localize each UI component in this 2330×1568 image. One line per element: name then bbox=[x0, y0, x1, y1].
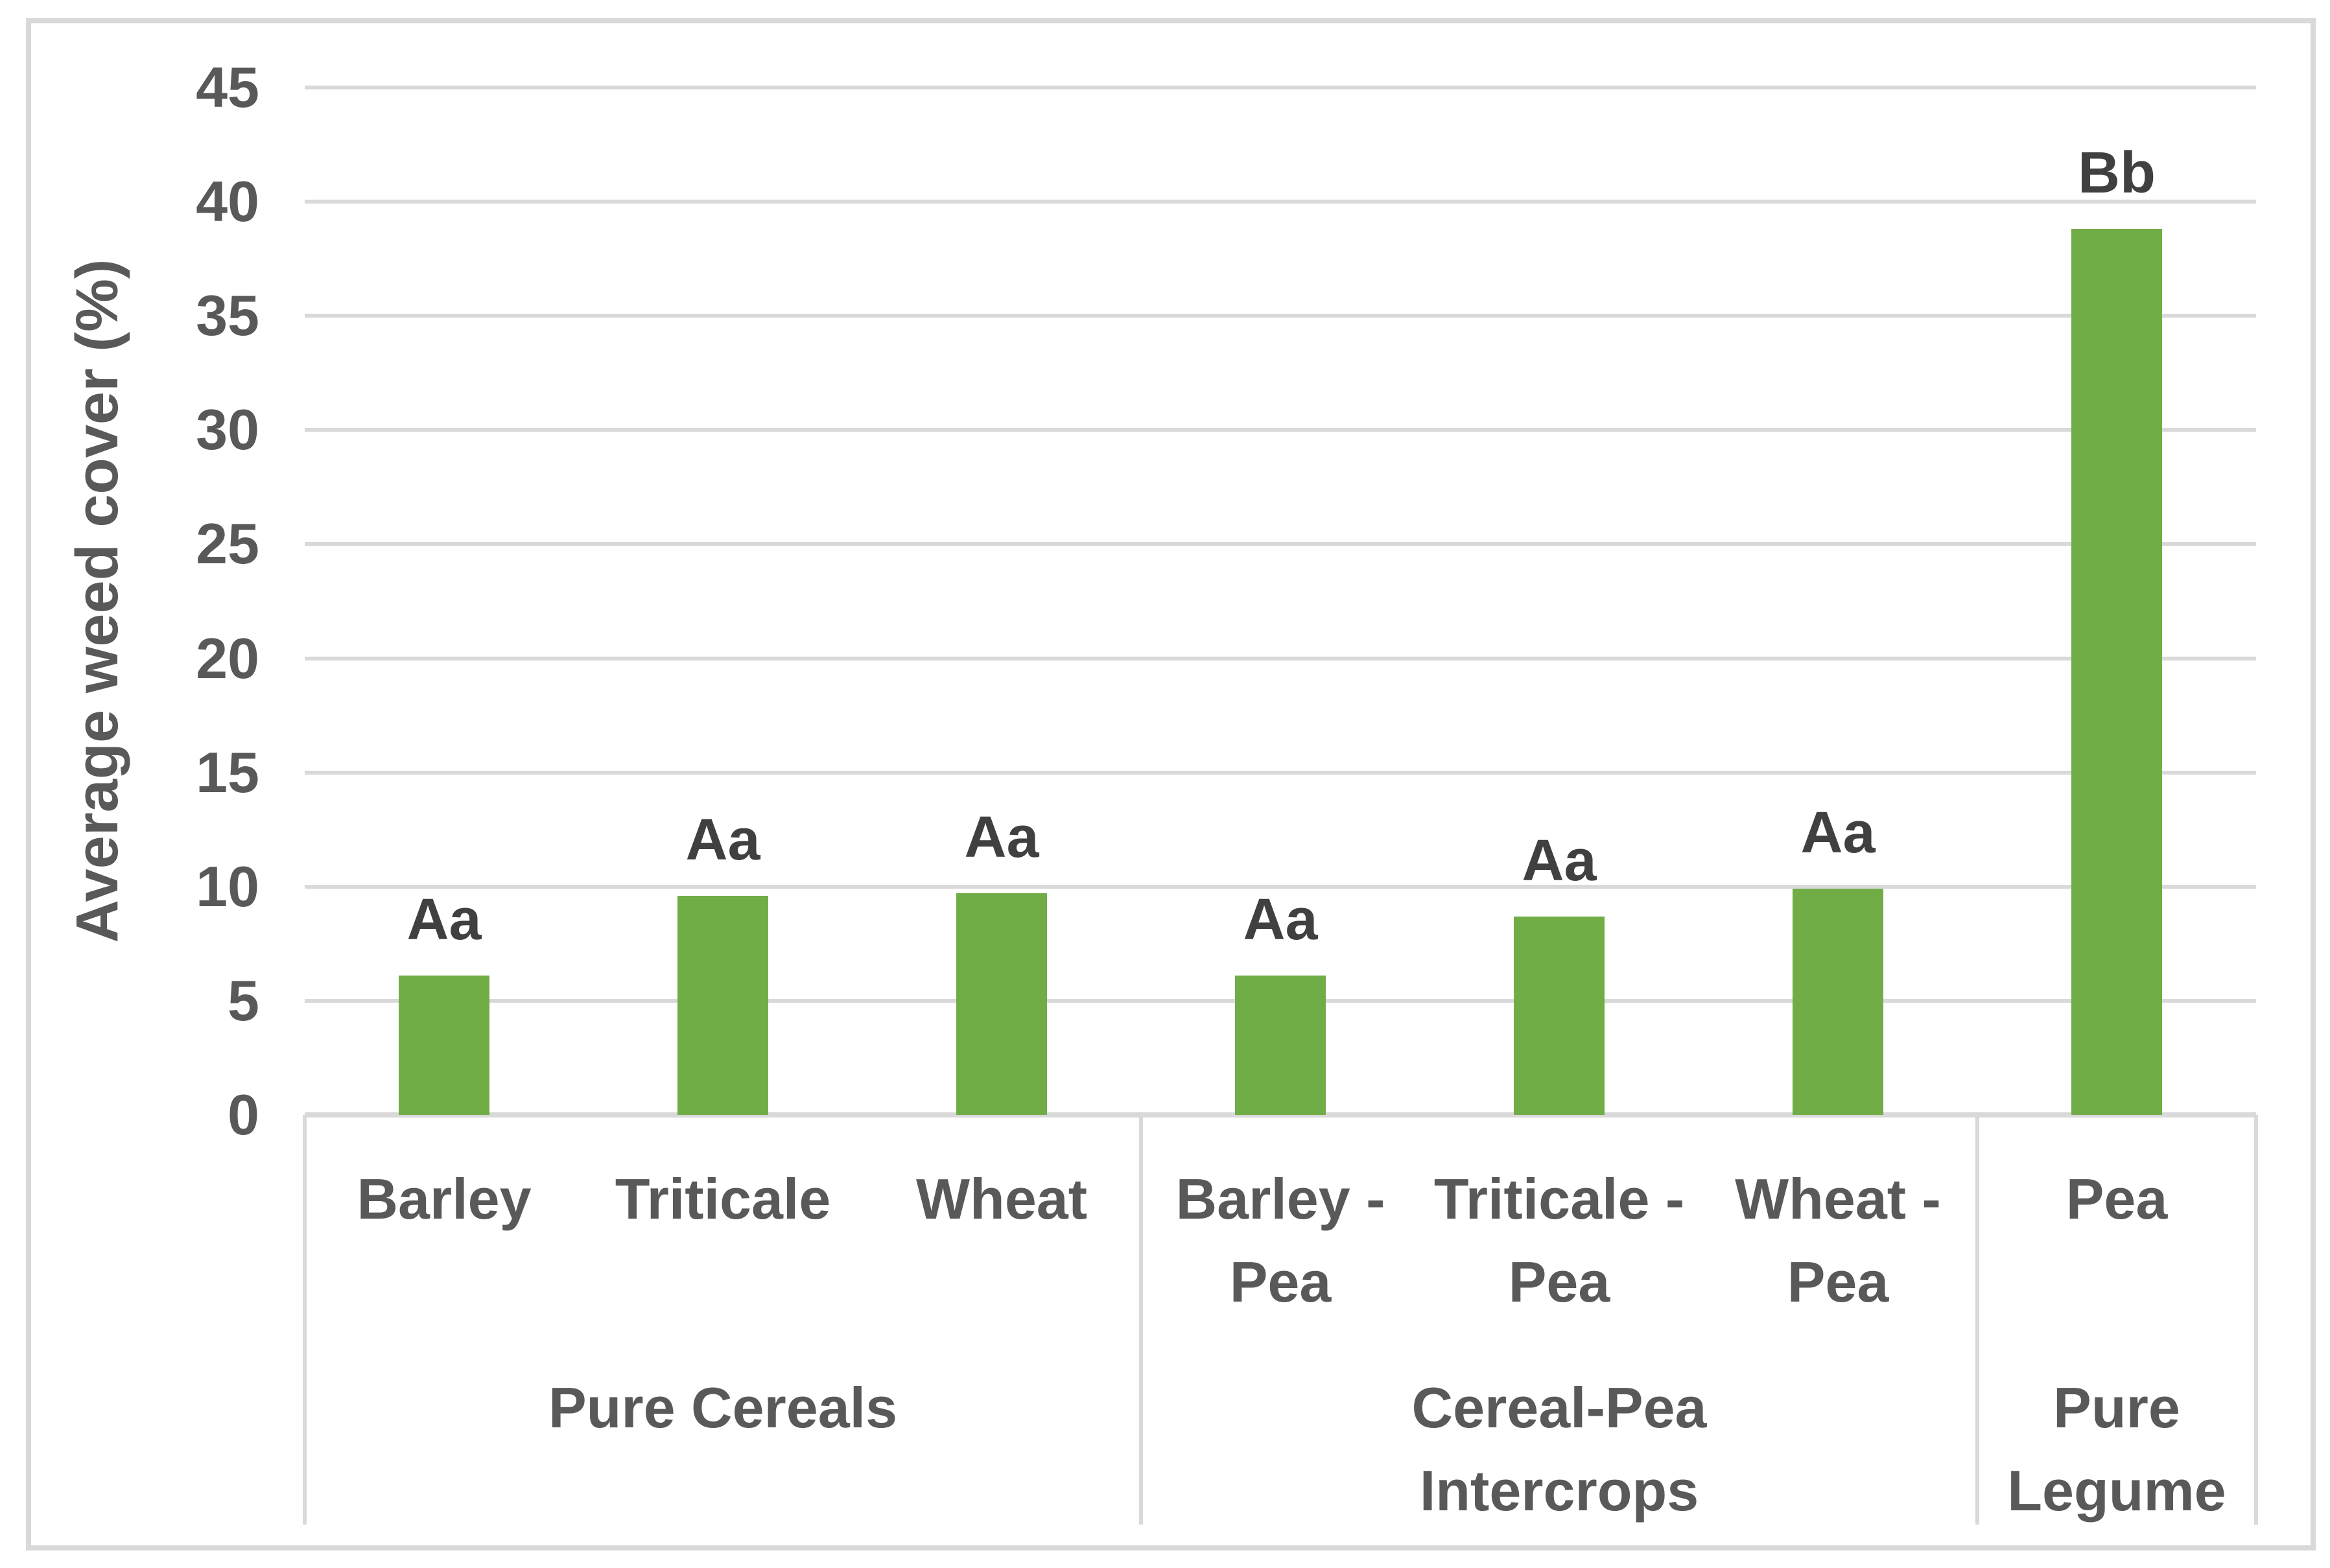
y-tick-label: 15 bbox=[196, 740, 259, 804]
category-axis-divider bbox=[1975, 1115, 1979, 1525]
category-label-line: Wheat - bbox=[1735, 1167, 1941, 1231]
bar-pea bbox=[2071, 229, 2162, 1115]
category-axis-divider bbox=[303, 1115, 307, 1525]
category-axis-divider bbox=[2254, 1115, 2258, 1525]
category-label-line: Triticale - bbox=[1433, 1167, 1685, 1231]
gridline bbox=[305, 884, 2256, 889]
bar-wheat bbox=[956, 893, 1047, 1115]
category-label: Barley bbox=[305, 1158, 583, 1241]
bar-significance-label: Aa bbox=[1243, 887, 1318, 953]
group-label: Cereal-Pea Intercrops bbox=[1141, 1366, 1977, 1532]
y-tick-label: 35 bbox=[196, 283, 259, 348]
bar-triticale bbox=[677, 895, 768, 1115]
x-axis-line bbox=[305, 1112, 2256, 1117]
y-tick-label: 30 bbox=[196, 397, 259, 462]
category-label-line: Triticale bbox=[615, 1167, 831, 1231]
gridline bbox=[305, 200, 2256, 204]
group-label-line: Intercrops bbox=[1419, 1458, 1699, 1523]
category-label-line: Barley bbox=[357, 1167, 532, 1231]
bar-triticale-pea bbox=[1514, 916, 1605, 1115]
chart-frame bbox=[26, 18, 2316, 1550]
group-label-line: Pure Cereals bbox=[548, 1375, 898, 1440]
category-label: Triticale - Pea bbox=[1420, 1158, 1699, 1324]
category-axis-divider bbox=[1139, 1115, 1143, 1525]
category-label-line: Pea bbox=[1229, 1250, 1332, 1314]
gridline bbox=[305, 86, 2256, 89]
category-label: Triticale bbox=[583, 1158, 862, 1241]
bar-significance-label: Aa bbox=[1800, 801, 1876, 866]
bar-barley-pea bbox=[1235, 976, 1326, 1115]
bar-significance-label: Aa bbox=[1522, 828, 1597, 893]
y-tick-label: 40 bbox=[196, 169, 259, 234]
y-tick-label: 0 bbox=[228, 1082, 259, 1147]
gridline bbox=[305, 770, 2256, 775]
gridline bbox=[305, 542, 2256, 546]
group-label: Pure Legume bbox=[1977, 1366, 2256, 1532]
bar-significance-label: Aa bbox=[406, 887, 482, 953]
y-axis-title: Average weed cover (%) bbox=[64, 259, 130, 943]
group-label-line: Pure bbox=[2053, 1375, 2180, 1440]
category-label-line: Pea bbox=[1508, 1250, 1610, 1314]
bar-barley bbox=[399, 976, 489, 1115]
category-label-line: Pea bbox=[1787, 1250, 1889, 1314]
y-tick-label: 25 bbox=[196, 511, 259, 576]
category-label: Wheat - Pea bbox=[1699, 1158, 1977, 1324]
category-label-line: Wheat bbox=[916, 1167, 1087, 1231]
gridline bbox=[305, 656, 2256, 661]
y-tick-label: 10 bbox=[196, 854, 259, 919]
category-label-line: Barley - bbox=[1175, 1167, 1385, 1231]
category-label: Pea bbox=[1977, 1158, 2256, 1241]
category-label: Barley - Pea bbox=[1141, 1158, 1420, 1324]
y-tick-label: 20 bbox=[196, 626, 259, 690]
category-label-line: Pea bbox=[2065, 1167, 2168, 1231]
group-label-line: Legume bbox=[2007, 1458, 2226, 1523]
gridline bbox=[305, 314, 2256, 318]
y-tick-label: 45 bbox=[196, 55, 259, 119]
bar-significance-label: Aa bbox=[964, 805, 1039, 871]
bar-wheat-pea bbox=[1793, 889, 1883, 1115]
group-label-line: Cereal-Pea bbox=[1411, 1375, 1707, 1440]
category-label: Wheat bbox=[862, 1158, 1141, 1241]
bar-significance-label: Aa bbox=[685, 807, 760, 872]
group-label: Pure Cereals bbox=[305, 1366, 1141, 1449]
gridline bbox=[305, 428, 2256, 432]
y-tick-label: 5 bbox=[228, 968, 259, 1033]
bar-significance-label: Bb bbox=[2078, 141, 2156, 206]
